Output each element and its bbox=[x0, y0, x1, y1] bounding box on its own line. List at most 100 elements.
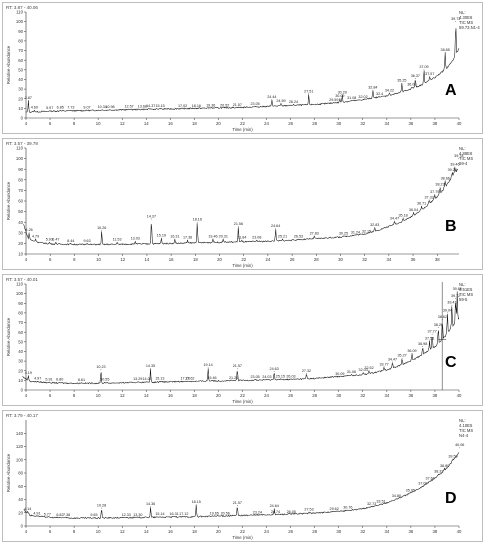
peak-apex bbox=[183, 516, 185, 518]
peak-apex bbox=[271, 99, 273, 101]
peak-apex bbox=[59, 517, 61, 518]
info-line: TIC MS bbox=[459, 20, 473, 25]
x-tick-label: 40 bbox=[457, 529, 462, 534]
peak-label: 32.02 bbox=[358, 95, 367, 99]
peak-apex bbox=[160, 237, 162, 239]
x-tick-label: 12 bbox=[120, 257, 125, 262]
peak-label: 37.55 bbox=[425, 336, 434, 340]
peak-apex bbox=[254, 106, 256, 107]
peak-apex bbox=[362, 372, 364, 374]
peak-label: 10.26 bbox=[97, 226, 106, 230]
chromatogram-panel-c: RT: 3.57 - 40.01 0 10 20 30 40 50 60 70 80 90 100 11… bbox=[2, 274, 483, 406]
y-tick-label: 50 bbox=[18, 67, 23, 72]
peak-label: 32.52 bbox=[364, 366, 373, 370]
peak-label: 27.83 bbox=[310, 231, 319, 235]
info-line: NL: bbox=[459, 282, 466, 287]
y-tick-label: 140 bbox=[16, 431, 24, 436]
info-line: 4.51E5 bbox=[459, 287, 473, 292]
peak-apex bbox=[81, 382, 82, 384]
panel-letter: C bbox=[445, 354, 457, 371]
peak-label: 40.06 bbox=[455, 443, 464, 447]
peak-apex bbox=[429, 76, 431, 77]
peak-label: 21.57 bbox=[233, 501, 242, 505]
peak-label: 36.37 bbox=[411, 74, 420, 78]
peak-apex bbox=[236, 505, 238, 506]
rt-range-label: RT: 3.79 - 40.17 bbox=[6, 413, 38, 418]
peak-label: 21.57 bbox=[233, 364, 242, 368]
x-tick-label: 10 bbox=[96, 393, 101, 398]
peak-apex bbox=[351, 374, 352, 375]
info-line: NL: bbox=[459, 10, 466, 15]
y-tick-label: 80 bbox=[18, 471, 23, 476]
peak-apex bbox=[59, 381, 61, 383]
x-tick-label: 36 bbox=[408, 393, 413, 398]
peak-label: 39.04 bbox=[443, 308, 452, 312]
peak-apex bbox=[411, 86, 413, 88]
peak-apex bbox=[383, 366, 385, 368]
peak-label: 24.03 bbox=[262, 375, 271, 379]
peak-label: 23.08 bbox=[252, 236, 261, 240]
x-tick-label: 36 bbox=[408, 529, 413, 534]
peak-label: 39.46 bbox=[450, 162, 459, 166]
peak-apex bbox=[125, 517, 127, 518]
peak-apex bbox=[392, 361, 393, 363]
peak-label: 38.28 bbox=[434, 323, 443, 327]
peak-apex bbox=[343, 235, 344, 237]
peak-apex bbox=[49, 110, 51, 112]
peak-label: 9.07 bbox=[83, 106, 90, 110]
peak-apex bbox=[55, 241, 57, 243]
peak-apex bbox=[374, 227, 376, 228]
peak-apex bbox=[339, 98, 341, 100]
chromatogram-b-svg: RT: 3.57 - 39.78 10 20 30 40 50 60 70 80 90 100 110… bbox=[2, 138, 483, 270]
peak-label: 7.38 bbox=[63, 513, 70, 517]
x-axis-title: Time (min) bbox=[232, 263, 253, 268]
peak-apex bbox=[273, 371, 275, 373]
y-tick-label: 90 bbox=[18, 301, 23, 306]
chromatogram-c-svg: RT: 3.57 - 40.01 0 10 20 30 40 50 60 70 80 90 100 11… bbox=[2, 274, 483, 406]
peak-label: 4.79 bbox=[32, 235, 39, 239]
peak-label: 13.68 bbox=[138, 105, 147, 109]
y-axis-title: Relative Abundance bbox=[6, 45, 11, 84]
peak-label: 39.85 bbox=[453, 287, 462, 291]
peak-label: 4.26 bbox=[26, 228, 33, 232]
peak-label: 17.02 bbox=[178, 104, 187, 108]
peak-label: 37.79 bbox=[430, 190, 439, 194]
peak-apex bbox=[86, 109, 88, 111]
peak-label: 6.80 bbox=[56, 378, 63, 382]
peak-apex bbox=[452, 458, 454, 460]
peak-label: 36.98 bbox=[418, 342, 427, 346]
x-tick-label: 24 bbox=[266, 257, 271, 262]
x-tick-label: 30 bbox=[336, 121, 341, 126]
peak-label: 36.71 bbox=[417, 202, 426, 206]
x-tick-label: 10 bbox=[96, 257, 101, 262]
peak-label: 26.24 bbox=[289, 100, 298, 104]
peak-apex bbox=[451, 304, 453, 306]
peak-label: 35.95 bbox=[406, 488, 415, 492]
peak-label: 38.85 bbox=[441, 48, 450, 52]
peak-label: 8.61 bbox=[78, 378, 85, 382]
peak-apex bbox=[256, 239, 258, 241]
y-tick-label: 40 bbox=[18, 497, 23, 502]
peak-label: 15.14 bbox=[155, 512, 164, 516]
peak-label: 4.69 bbox=[31, 106, 38, 110]
x-tick-label: 18 bbox=[192, 393, 197, 398]
peak-label: 18.15 bbox=[192, 500, 201, 504]
peak-label: 20.31 bbox=[219, 235, 228, 239]
chromatogram-panel-d: RT: 3.79 - 40.17 0 20 40 60 80 100 120 140 4 6 8 10 1… bbox=[2, 410, 483, 542]
peak-label: 15.19 bbox=[157, 234, 166, 238]
peak-label: 13.30 bbox=[133, 513, 142, 517]
x-tick-label: 24 bbox=[264, 529, 269, 534]
peak-apex bbox=[402, 217, 404, 219]
peak-apex bbox=[233, 380, 234, 381]
peak-apex bbox=[280, 378, 281, 380]
y-tick-label: 80 bbox=[18, 311, 23, 316]
y-tick-label: 40 bbox=[18, 77, 23, 82]
peak-apex bbox=[313, 235, 315, 237]
peak-label: 14.36 bbox=[146, 502, 155, 506]
peak-label: 30.09 bbox=[335, 94, 344, 98]
peak-apex bbox=[455, 21, 457, 22]
peak-apex bbox=[429, 480, 431, 482]
peak-label: 34.80 bbox=[392, 494, 401, 498]
peak-apex bbox=[437, 327, 439, 328]
peak-apex bbox=[401, 357, 403, 359]
